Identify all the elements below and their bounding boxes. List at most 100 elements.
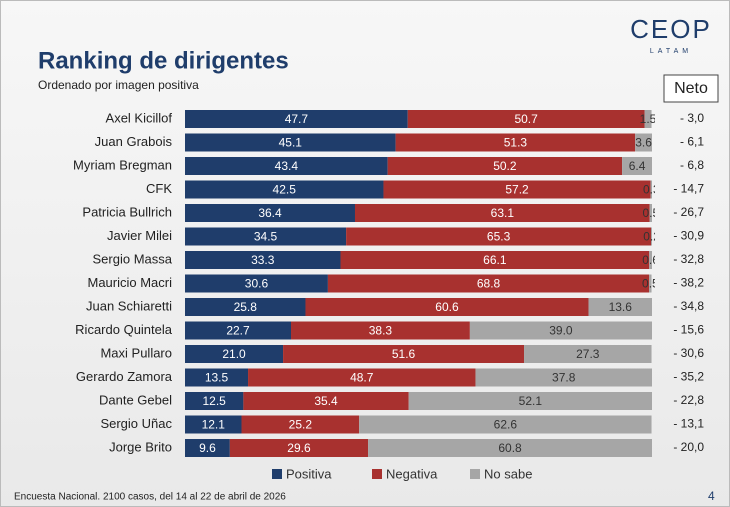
legend-swatch [372,469,382,479]
value-label: 39.0 [549,324,573,338]
category-label: Maxi Pullaro [100,345,172,360]
bar-segment [469,321,652,340]
bar-segment [283,345,525,363]
bar-segment [185,110,408,128]
value-label: 51.3 [504,136,528,150]
value-label: 0.3 [643,183,660,197]
category-label: Axel Kicillof [106,110,173,125]
value-label: 50.2 [493,159,517,173]
bar-segment [327,274,650,293]
bar-segment [395,133,636,152]
value-label: 0.2 [643,230,660,244]
logo-sub: LATAM [650,48,692,55]
bar-segment [185,133,396,152]
value-label: 0.6 [642,253,659,267]
value-label: 25.2 [289,418,313,432]
value-label: 42.5 [273,183,297,197]
category-label: Gerardo Zamora [76,369,173,384]
value-label: 47.7 [285,112,309,126]
legend-label: Positiva [286,466,332,481]
bar-segment [185,368,249,387]
value-label: 13.5 [205,371,229,385]
bar-segment [185,204,355,222]
bar-segment [185,439,230,457]
value-label: 38.3 [369,324,393,338]
category-label: Patricia Bullrich [82,204,172,219]
legend-label: Negativa [386,466,438,481]
neto-value: - 30,6 [673,346,704,360]
value-label: 0.5 [642,277,659,291]
bar-segment [248,368,476,387]
category-label: Javier Milei [107,228,172,243]
bar-segment [649,251,652,269]
bar-segment [185,321,292,340]
neto-value: - 32,8 [673,252,704,266]
legend-label: No sabe [484,466,532,481]
bar-segment [291,321,470,340]
value-label: 68.8 [477,277,501,291]
value-label: 60.6 [435,300,459,314]
bar-segment [185,274,328,293]
category-label: Mauricio Macri [87,275,172,290]
bar-segment [408,392,652,410]
value-label: 51.6 [392,347,416,361]
chart-subtitle: Ordenado por imagen positiva [38,78,199,92]
category-label: Sergio Uñac [100,416,172,431]
value-label: 35.4 [314,394,338,408]
value-label: 57.2 [505,183,529,197]
footer: Encuesta Nacional. 2100 casos, del 14 al… [14,492,286,503]
bar-segment [644,110,652,128]
category-label: Sergio Massa [93,251,173,266]
neto-value: - 14,7 [673,182,704,196]
value-label: 52.1 [519,394,543,408]
value-label: 66.1 [483,253,507,267]
bar-segment [185,157,388,175]
bar-segment [305,298,589,316]
value-label: 37.8 [552,371,576,385]
category-label: Myriam Bregman [73,157,172,172]
bar-segment [635,133,652,152]
bar-segment [622,157,652,175]
neto-value: - 20,0 [673,440,704,454]
neto-box [663,74,719,103]
neto-value: - 3,0 [680,111,704,125]
bar-segment [650,180,652,199]
value-label: 45.1 [279,136,303,150]
bar-segment [588,298,652,316]
value-label: 34.5 [254,230,278,244]
bar-segment [524,345,652,363]
neto-value: - 6,8 [680,158,704,172]
bar-segment [387,157,623,175]
value-label: 22.7 [226,324,250,338]
neto-header: Neto [674,80,708,97]
value-label: 27.3 [576,347,600,361]
plot: 47.7 50.7 1.5 45.1 51.3 3.6 43.4 50.2 6.4 42.5 57.… [185,110,660,457]
bar-segment [185,392,244,410]
bar-segment [354,204,650,222]
value-label: 13.6 [609,300,633,314]
value-label: 3.6 [635,136,652,150]
bar-segment [185,180,384,199]
page-number: 4 [708,489,715,503]
value-label: 9.6 [199,441,216,455]
value-label: 6.4 [629,159,646,173]
category-label: Ricardo Quintela [75,322,173,337]
value-label: 43.4 [275,159,299,173]
value-label: 33.3 [251,253,275,267]
value-label: 25.8 [234,300,258,314]
value-label: 48.7 [350,371,374,385]
value-label: 62.6 [494,418,518,432]
bar-segment [383,180,651,199]
value-label: 21.0 [222,347,246,361]
category-label: Juan Grabois [95,134,173,149]
neto-value: - 6,1 [680,135,704,149]
bar-segment [649,274,652,293]
bar-segment [185,227,347,246]
legend-swatch [470,469,480,479]
category-label: Jorge Brito [109,439,172,454]
bar-segment [649,204,652,222]
bar-segment [241,415,360,434]
bar-segment [359,415,652,434]
value-label: 50.7 [514,112,538,126]
